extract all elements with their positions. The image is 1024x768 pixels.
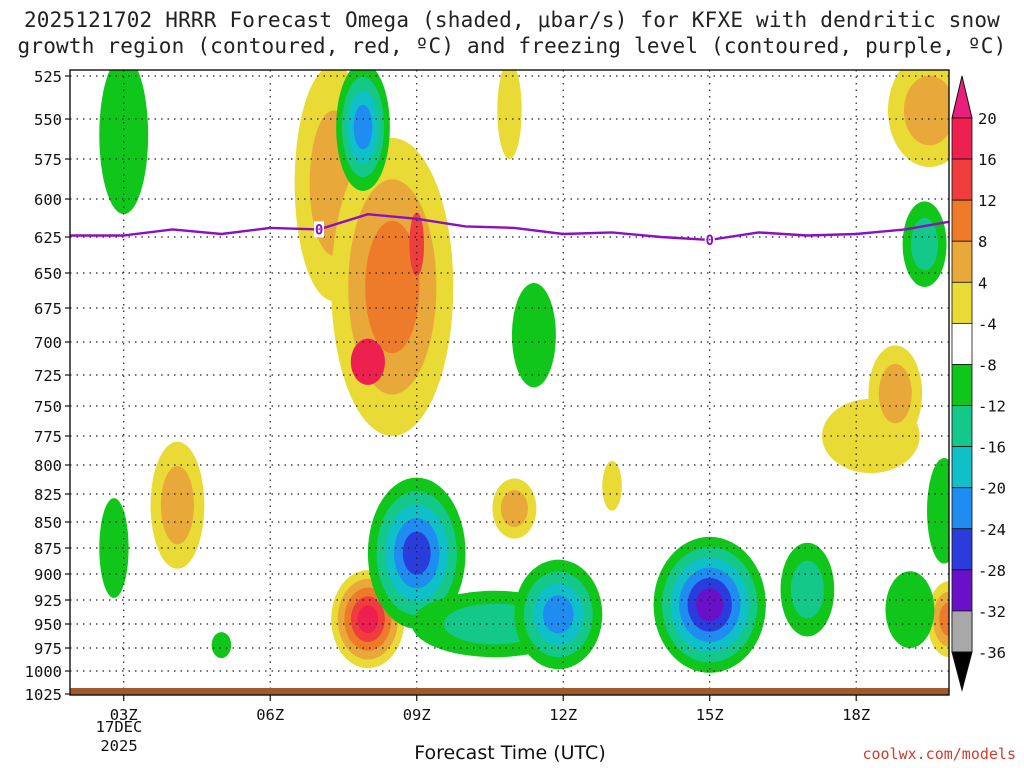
ground-layer — [70, 688, 949, 695]
x-tick-label-06Z: 06Z — [256, 706, 284, 724]
y-tick-label-650: 650 — [34, 265, 62, 283]
omega-ascent-15z-level-6 — [696, 588, 724, 622]
colorbar-bin-16 — [951, 158, 973, 201]
freezing-level-layer: 00 — [70, 212, 949, 249]
y-tick-label-775: 775 — [34, 428, 62, 446]
omega-plume-19z-upper-level-2 — [903, 75, 949, 146]
colorbar-label--20: -20 — [978, 480, 1006, 498]
omega-plume-11z-level-2 — [500, 490, 528, 528]
colorbar-label--24: -24 — [978, 521, 1006, 539]
chart-title-line1: 2025121702 HRRR Forecast Omega (shaded, … — [23, 8, 1001, 32]
colorbar-label--4: -4 — [978, 315, 997, 333]
colorbar-label--32: -32 — [978, 603, 1006, 621]
date-label-day: 17DEC — [95, 718, 143, 736]
x-tick-label-18Z: 18Z — [842, 706, 870, 724]
freezing-level-line — [70, 212, 949, 242]
omega-plume-20z-low-level-3 — [939, 602, 949, 637]
x-axis-label: Forecast Time (UTC) — [414, 742, 606, 764]
omega-ascent-20z-level-1 — [927, 458, 949, 564]
y-tick-label-900: 900 — [34, 566, 62, 584]
colorbar-bin--24 — [951, 528, 973, 571]
y-tick-label-725: 725 — [34, 367, 62, 385]
y-tick-label-625: 625 — [34, 229, 62, 247]
colorbar-label--28: -28 — [978, 562, 1006, 580]
omega-ascent-03z-low-level-1 — [99, 498, 129, 598]
colorbar-bin--16 — [951, 446, 973, 489]
omega-ascent-11z-mid-level-1 — [511, 283, 556, 388]
y-tick-label-1025: 1025 — [25, 686, 62, 704]
omega-ascent-17z-level-2 — [790, 560, 824, 619]
y-tick-label-800: 800 — [34, 457, 62, 475]
colorbar-bin-12 — [951, 199, 973, 242]
omega-max-08z-725-level-1 — [350, 338, 385, 385]
credit-text: coolwx.com/models — [862, 745, 1016, 763]
omega-plume-08z-level-3 — [365, 220, 420, 354]
colorbar-bin--4 — [951, 322, 973, 365]
date-label-year: 2025 — [100, 737, 138, 755]
x-tick-label-03Z: 03Z — [110, 706, 138, 724]
freezing-level-label-1: 0 — [315, 222, 323, 238]
y-tick-label-675: 675 — [34, 300, 62, 318]
colorbar-label--36: -36 — [978, 644, 1006, 662]
omega-shading-layer — [99, 70, 949, 673]
omega-ascent-19z-upper-level-2 — [911, 217, 939, 271]
colorbar-top-arrow — [951, 75, 973, 119]
y-tick-label-525: 525 — [34, 68, 62, 86]
x-axis-ticks: 03Z 06Z 09Z 12Z 15Z 18Z — [110, 695, 870, 724]
y-tick-label-825: 825 — [34, 486, 62, 504]
x-tick-label-15Z: 15Z — [696, 706, 724, 724]
omega-ascent-05z-level-1 — [211, 632, 232, 659]
x-tick-label-09Z: 09Z — [403, 706, 431, 724]
colorbar-bin-8 — [951, 240, 973, 283]
colorbar-bin--28 — [951, 569, 973, 612]
freezing-label-bg — [704, 231, 715, 248]
omega-ascent-12z-level-4 — [543, 595, 574, 634]
y-tick-label-1000: 1000 — [25, 663, 62, 681]
gridlines — [70, 70, 949, 695]
y-tick-label-700: 700 — [34, 334, 62, 352]
omega-plume-13z-level-1 — [602, 460, 622, 511]
colorbar-bin-20 — [951, 117, 973, 160]
ground-surface — [70, 688, 949, 695]
plot-frame — [69, 69, 950, 696]
colorbar-label--16: -16 — [978, 439, 1006, 457]
colorbar-label-12: 12 — [978, 192, 997, 210]
omega-max-08z-950-level-5 — [357, 605, 379, 634]
colorbar-label--12: -12 — [978, 398, 1006, 416]
y-tick-label-750: 750 — [34, 398, 62, 416]
freezing-level-label-2: 0 — [705, 233, 713, 249]
y-tick-label-550: 550 — [34, 111, 62, 129]
colorbar-bin-4 — [951, 281, 973, 324]
colorbar-bottom-arrow — [951, 651, 973, 692]
y-tick-label-925: 925 — [34, 592, 62, 610]
colorbar-label-8: 8 — [978, 233, 987, 251]
colorbar-label-16: 16 — [978, 151, 997, 169]
colorbar-label-4: 4 — [978, 274, 987, 292]
omega-max-09z-630-level-1 — [409, 212, 425, 276]
y-tick-label-850: 850 — [34, 514, 62, 532]
colorbar-label-20: 20 — [978, 110, 997, 128]
colorbar: 20 16 12 8 4 -4 -8 -12 -16 -20 -24 -28 -32 -36 — [951, 75, 1006, 692]
y-tick-label-975: 975 — [34, 640, 62, 658]
freezing-label-bg — [314, 221, 325, 238]
y-axis-ticks: 525 550 575 600 625 650 675 700 725 750 775 800 825 8… — [25, 68, 70, 704]
omega-plume-11z-upper-level-1 — [497, 70, 522, 159]
chart-title-line2: growth region (contoured, red, ºC) and f… — [17, 34, 1007, 58]
colorbar-bin--8 — [951, 364, 973, 406]
colorbar-bin--20 — [951, 487, 973, 530]
x-tick-label-12Z: 12Z — [549, 706, 577, 724]
colorbar-bin-lowest — [951, 610, 973, 653]
omega-plume-19z-level-2 — [878, 363, 912, 424]
omega-ascent-09z-level-5 — [402, 531, 431, 575]
y-tick-label-600: 600 — [34, 191, 62, 209]
colorbar-label--8: -8 — [978, 356, 997, 374]
y-tick-label-875: 875 — [34, 540, 62, 558]
y-tick-label-950: 950 — [34, 616, 62, 634]
omega-ascent-08z-upper-level-4 — [353, 104, 373, 150]
y-tick-label-575: 575 — [34, 151, 62, 169]
omega-plume-04z-level-2 — [160, 466, 194, 545]
colorbar-bin--12 — [951, 405, 973, 448]
omega-ascent-19z-low-level-1 — [885, 571, 935, 648]
